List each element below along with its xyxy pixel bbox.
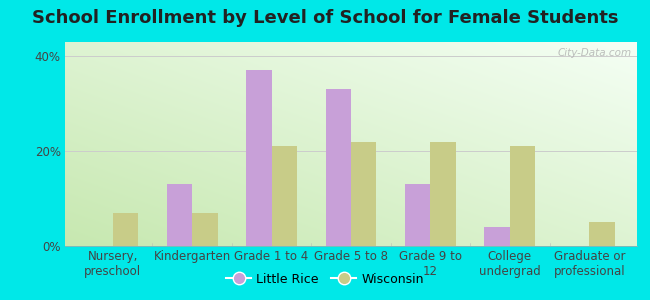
Legend: Little Rice, Wisconsin: Little Rice, Wisconsin bbox=[221, 268, 429, 291]
Text: School Enrollment by Level of School for Female Students: School Enrollment by Level of School for… bbox=[32, 9, 618, 27]
Bar bbox=[272, 146, 297, 246]
Bar bbox=[166, 184, 192, 246]
Bar bbox=[112, 213, 138, 246]
Text: City-Data.com: City-Data.com bbox=[557, 48, 631, 58]
Bar bbox=[246, 70, 272, 246]
Bar bbox=[590, 222, 615, 246]
Bar bbox=[192, 213, 218, 246]
Bar bbox=[405, 184, 430, 246]
Bar bbox=[484, 227, 510, 246]
Bar bbox=[510, 146, 536, 246]
Bar bbox=[351, 142, 376, 246]
Bar bbox=[430, 142, 456, 246]
Bar bbox=[326, 89, 351, 246]
